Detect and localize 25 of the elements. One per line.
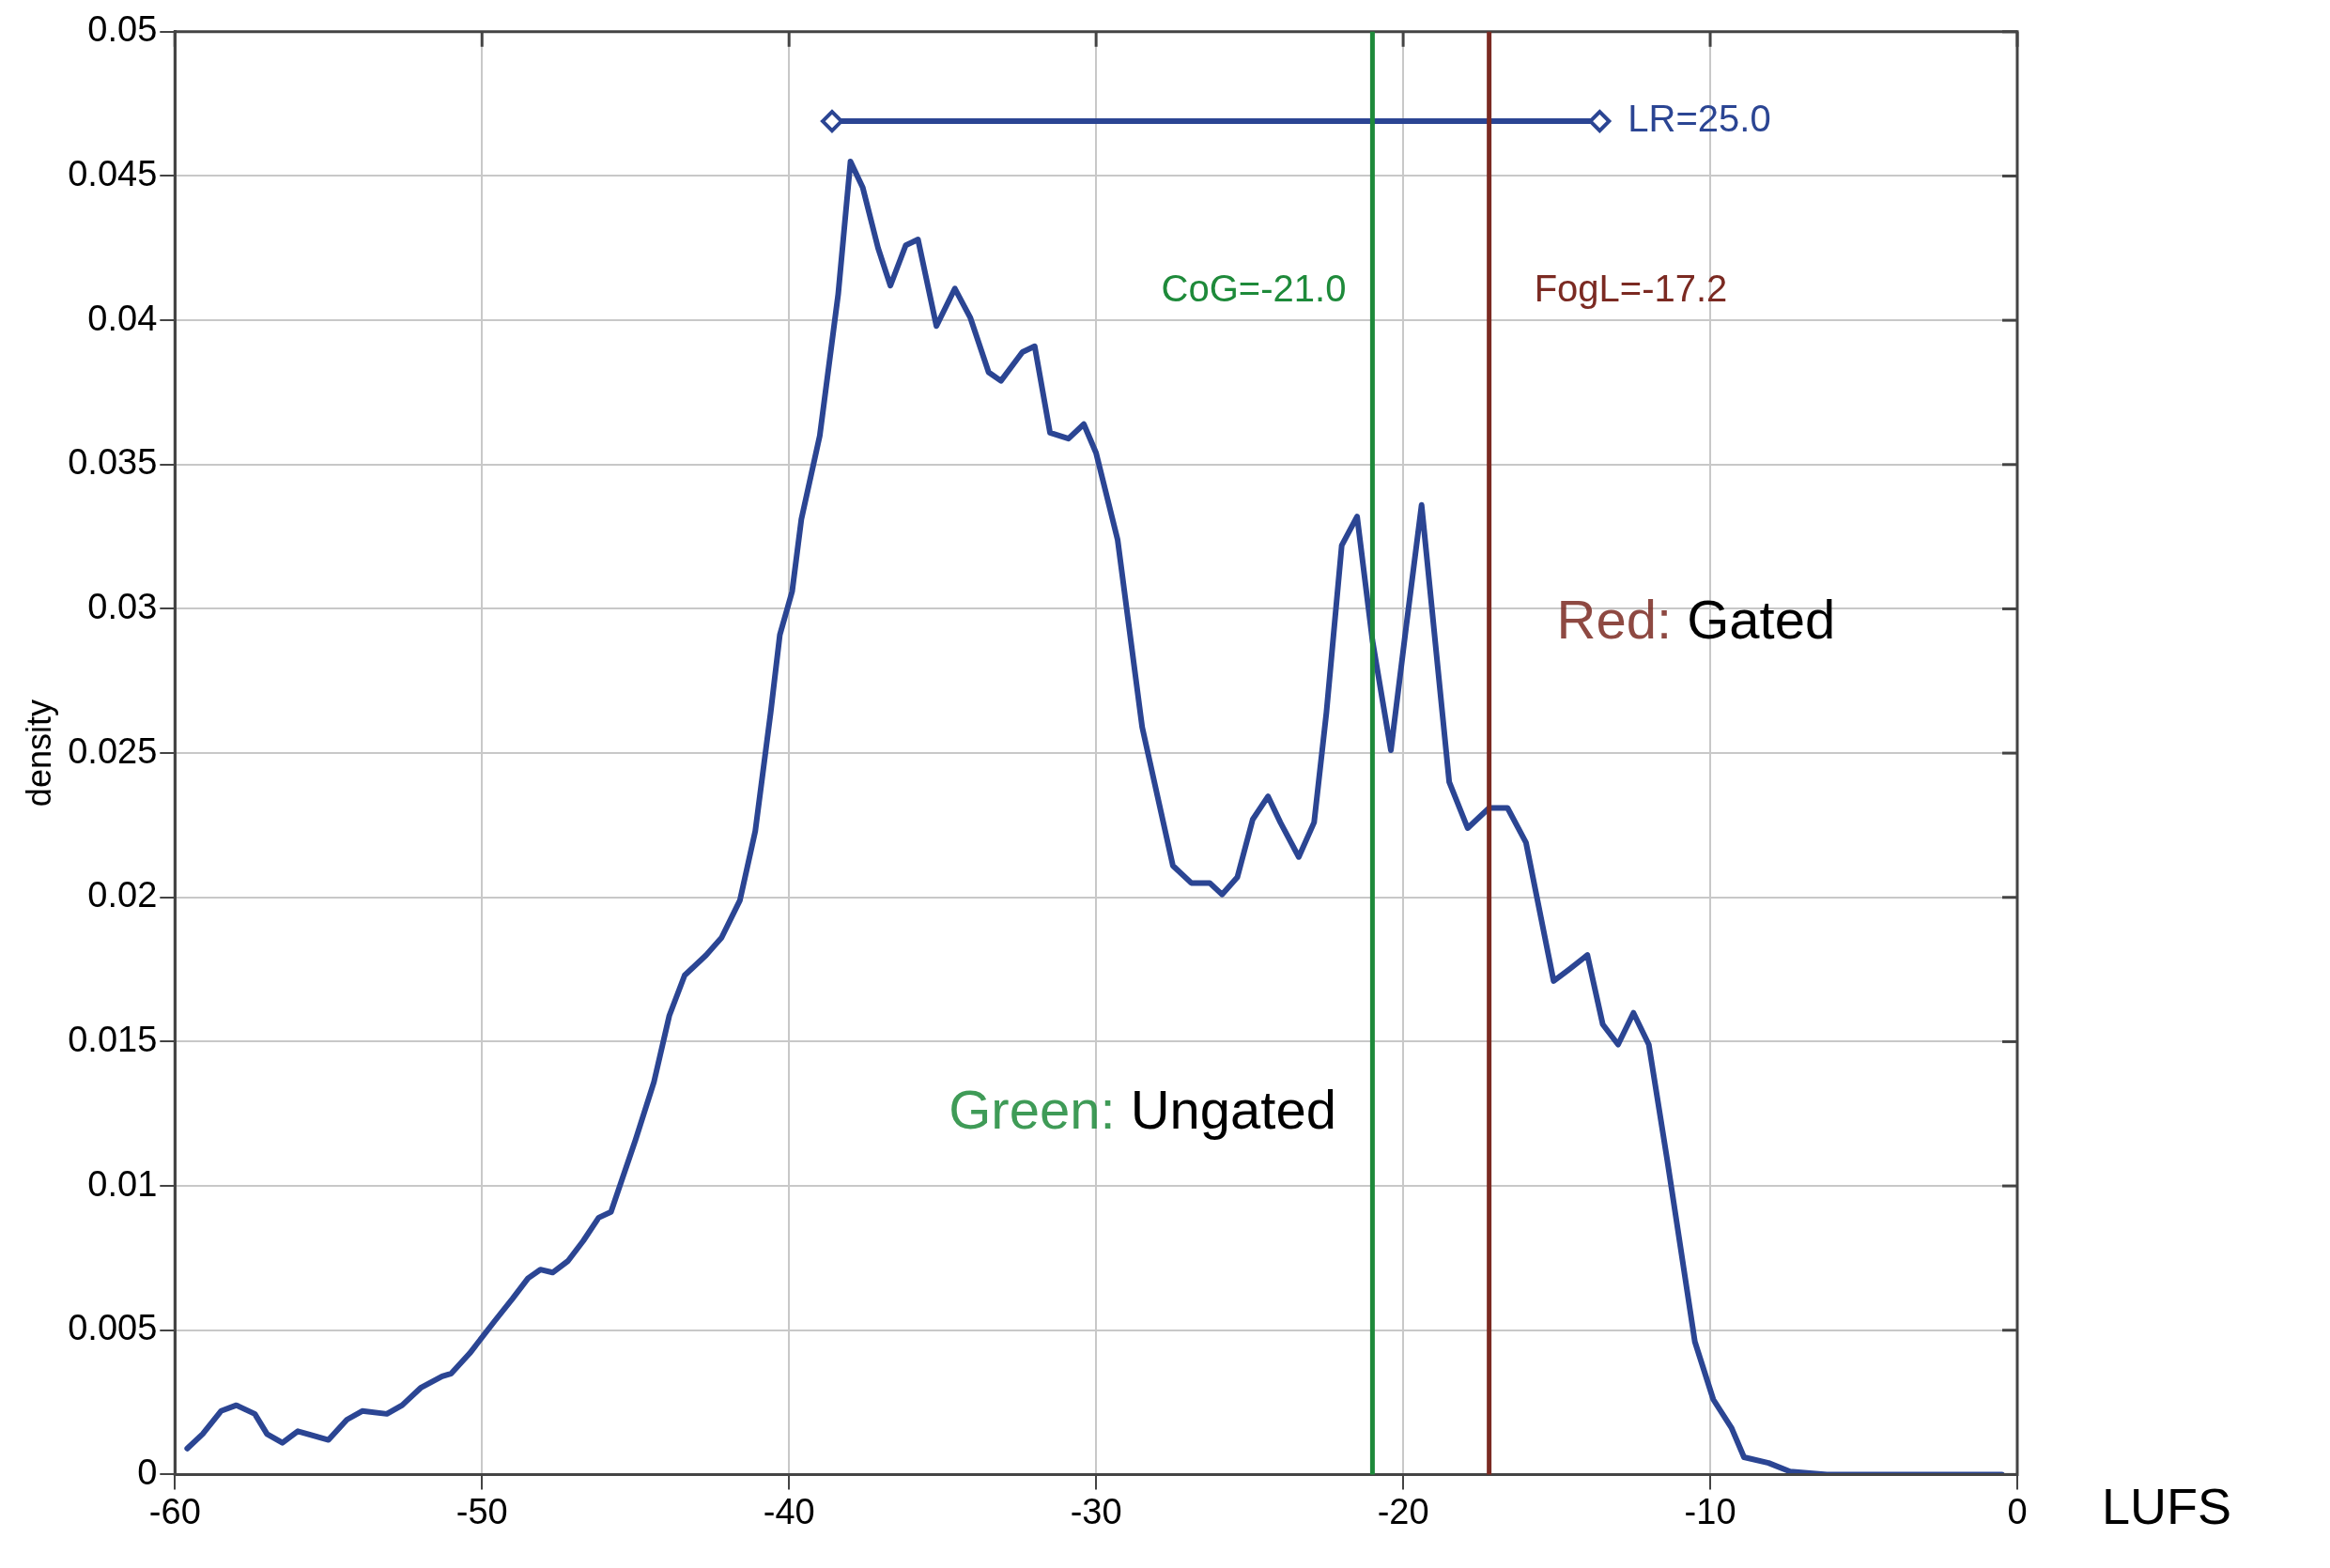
- annotation: Green: Ungated: [949, 1079, 1336, 1141]
- y-tick-label: 0.045: [68, 153, 158, 193]
- y-tick-label: 0.015: [68, 1019, 158, 1059]
- y-tick-label: 0.01: [87, 1163, 158, 1204]
- x-tick-label: -10: [1684, 1491, 1736, 1531]
- x-tick-label: 0: [2007, 1491, 2028, 1531]
- ref-line-label: FogL=-17.2: [1534, 268, 1728, 310]
- x-axis-title: LUFS: [2102, 1478, 2232, 1535]
- x-tick-label: -50: [455, 1491, 508, 1531]
- x-tick-label: -20: [1377, 1491, 1429, 1531]
- annotation: Red: Gated: [1556, 588, 1836, 650]
- x-tick-label: -40: [763, 1491, 815, 1531]
- y-tick-label: 0.03: [87, 586, 158, 626]
- y-tick-label: 0.02: [87, 875, 158, 915]
- ref-line-label: CoG=-21.0: [1161, 268, 1347, 310]
- y-tick-label: 0.025: [68, 730, 158, 771]
- y-tick-label: 0.035: [68, 442, 158, 483]
- y-tick-label: 0.05: [87, 9, 158, 50]
- y-axis-title: density: [19, 699, 58, 807]
- y-tick-label: 0: [137, 1452, 158, 1492]
- y-tick-label: 0.005: [68, 1308, 158, 1348]
- x-tick-label: -30: [1070, 1491, 1122, 1531]
- y-tick-label: 0.04: [87, 298, 158, 338]
- x-tick-label: -60: [148, 1491, 201, 1531]
- series-label: LR=25.0: [1628, 98, 1771, 140]
